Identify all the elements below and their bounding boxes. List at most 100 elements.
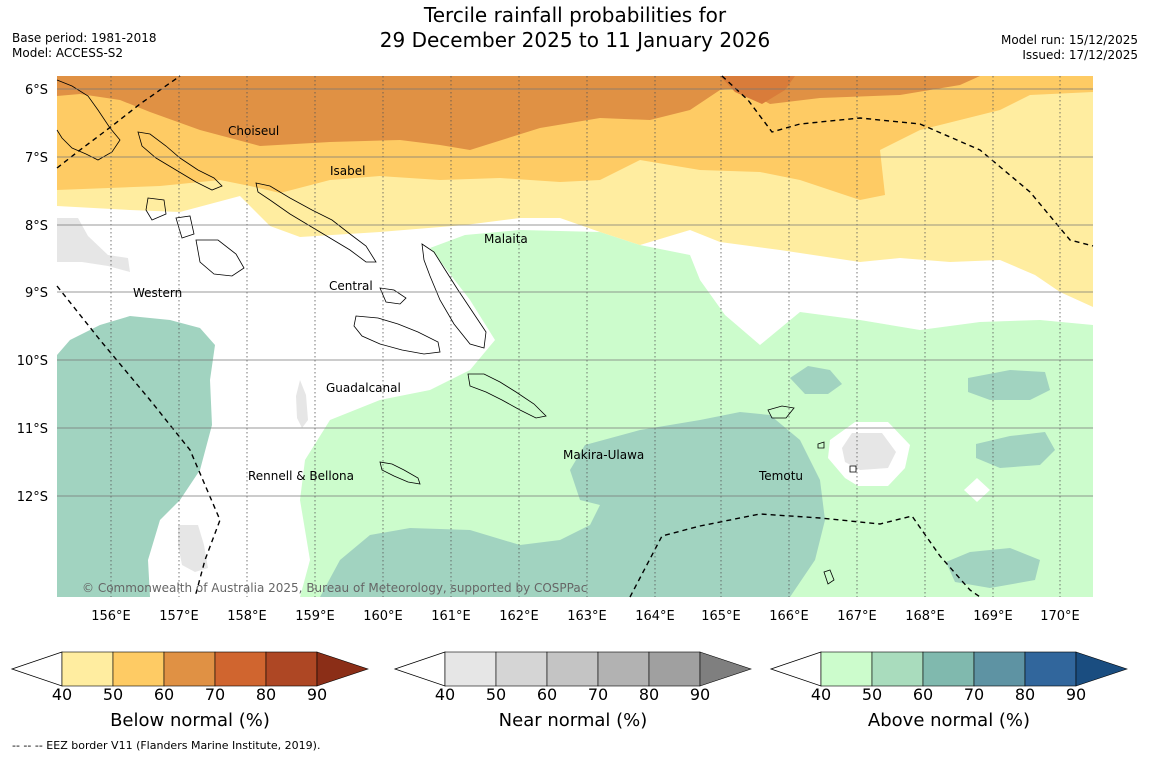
colorbar-near-under <box>393 651 446 687</box>
lon-label: 168°E <box>905 609 945 624</box>
malaita-coast <box>421 243 487 349</box>
tick-above: 70 <box>964 685 984 704</box>
below-70-region <box>720 76 795 104</box>
colorbar-near-seg <box>546 651 599 687</box>
lon-label: 170°E <box>1040 609 1080 624</box>
near-40-rennell <box>296 380 308 428</box>
colorbar-below-over <box>316 651 369 687</box>
lon-label: 161°E <box>431 609 471 624</box>
near-40-west <box>57 218 130 272</box>
colorbar-below-seg <box>163 651 216 687</box>
lat-label: 12°S <box>17 490 48 505</box>
lat-label: 10°S <box>17 354 48 369</box>
bougainville-coast <box>56 79 121 161</box>
lat-label: 6°S <box>25 83 48 98</box>
colorbar-above-seg <box>922 651 975 687</box>
tick-above: 90 <box>1066 685 1086 704</box>
lon-label: 159°E <box>295 609 335 624</box>
santa-cruz-coast <box>767 405 857 473</box>
place-choiseul: Choiseul <box>228 124 279 138</box>
lon-label: 169°E <box>973 609 1013 624</box>
longitude-labels: 156°E 157°E 158°E 159°E 160°E 161°E 162°… <box>91 609 1080 624</box>
tick-near: 60 <box>537 685 557 704</box>
makira-coast <box>467 373 547 419</box>
lon-label: 157°E <box>159 609 199 624</box>
chart-title: Tercile rainfall probabilities for 29 De… <box>0 3 1150 53</box>
tick-below: 90 <box>307 685 327 704</box>
lat-label: 9°S <box>25 286 48 301</box>
meta-right: Model run: 15/12/2025 Issued: 17/12/2025 <box>1001 33 1138 63</box>
tick-above: 50 <box>862 685 882 704</box>
guadalcanal-coast <box>353 315 441 355</box>
lat-label: 11°S <box>17 422 48 437</box>
colorbar-near-seg <box>495 651 548 687</box>
title-line-2: 29 December 2025 to 11 January 2026 <box>379 28 771 52</box>
choiseul-coast <box>137 131 223 191</box>
lon-label: 156°E <box>91 609 131 624</box>
lon-label: 163°E <box>567 609 607 624</box>
eez-border-nw <box>56 75 181 169</box>
ngella-coast <box>379 287 407 305</box>
place-isabel: Isabel <box>330 164 365 178</box>
coastlines <box>56 79 857 585</box>
below-60-region <box>57 76 980 150</box>
tick-below: 70 <box>205 685 225 704</box>
above-50-small <box>790 366 842 394</box>
above-50-east-1 <box>968 370 1050 400</box>
lon-label: 167°E <box>837 609 877 624</box>
colorbar-above-seg <box>973 651 1026 687</box>
near-50-temotu <box>842 433 896 470</box>
tick-above: 40 <box>811 685 831 704</box>
lat-label: 8°S <box>25 219 48 234</box>
colorbar-above-over <box>1075 651 1128 687</box>
rennell-coast <box>379 461 421 485</box>
colorbar-near-seg <box>648 651 701 687</box>
isabel-coast <box>255 182 377 263</box>
tick-near: 80 <box>639 685 659 704</box>
near-normal-label: Near normal (%) <box>499 710 648 731</box>
probability-field <box>57 76 1093 597</box>
model-run: Model run: 15/12/2025 <box>1000 33 1138 47</box>
graticule-latitude <box>57 88 1093 497</box>
above-50-east-2 <box>976 432 1055 468</box>
tick-below: 40 <box>52 685 72 704</box>
colorbar-below <box>10 651 369 687</box>
colorbar-below-seg <box>214 651 267 687</box>
eez-border-sw <box>56 285 221 598</box>
tick-near: 90 <box>690 685 710 704</box>
graticule-longitude <box>110 76 1061 597</box>
colorbar-below-seg <box>61 651 114 687</box>
lon-label: 166°E <box>769 609 809 624</box>
eez-footnote: -- -- -- EEZ border V11 (Flanders Marine… <box>12 739 321 752</box>
tick-near: 50 <box>486 685 506 704</box>
colorbar-near-over <box>699 651 752 687</box>
model-name: Model: ACCESS-S2 <box>12 46 124 60</box>
colorbar-above <box>769 651 1128 687</box>
tick-above: 60 <box>913 685 933 704</box>
place-makira-ulawa: Makira-Ulawa <box>563 448 644 462</box>
tick-below: 60 <box>154 685 174 704</box>
lon-label: 165°E <box>701 609 741 624</box>
above-50-southwest <box>57 316 215 597</box>
above-normal-label: Above normal (%) <box>868 710 1030 731</box>
place-rennell-bellona: Rennell & Bellona <box>248 469 354 483</box>
colorbar-near-seg <box>444 651 497 687</box>
colorbar-below-under <box>10 651 63 687</box>
place-malaita: Malaita <box>484 232 528 246</box>
near-40-south <box>178 525 208 572</box>
colorbar-above-under <box>769 651 822 687</box>
tick-near: 70 <box>588 685 608 704</box>
below-normal-label: Below normal (%) <box>110 710 270 731</box>
base-period: Base period: 1981-2018 <box>12 31 157 45</box>
eez-border-ne <box>721 75 1094 247</box>
colorbar-above-seg <box>820 651 873 687</box>
lon-label: 162°E <box>499 609 539 624</box>
tick-below: 80 <box>256 685 276 704</box>
tick-near: 40 <box>435 685 455 704</box>
new-georgia-coast <box>145 197 245 277</box>
tick-above: 80 <box>1015 685 1035 704</box>
colorbar-near <box>393 651 752 687</box>
eez-borders <box>56 75 1094 598</box>
colorbar-above-seg <box>871 651 924 687</box>
lon-label: 164°E <box>635 609 675 624</box>
